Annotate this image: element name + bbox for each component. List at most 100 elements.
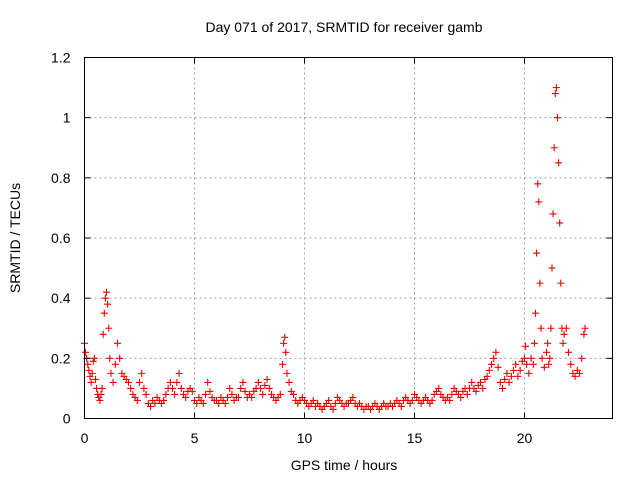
chart-title: Day 071 of 2017, SRMTID for receiver gam… bbox=[205, 19, 482, 35]
x-axis-title: GPS time / hours bbox=[291, 457, 398, 473]
data-point bbox=[534, 180, 542, 188]
data-point bbox=[239, 378, 247, 386]
y-tick-label: 1.2 bbox=[51, 50, 71, 66]
data-point bbox=[581, 324, 589, 332]
data-point bbox=[138, 369, 146, 377]
data-point bbox=[206, 387, 214, 395]
data-point bbox=[512, 360, 520, 368]
data-point bbox=[494, 363, 502, 371]
data-point bbox=[290, 390, 297, 398]
data-point bbox=[283, 369, 291, 377]
data-point bbox=[147, 402, 154, 410]
data-point bbox=[169, 384, 176, 392]
data-point bbox=[280, 339, 288, 347]
data-point bbox=[540, 363, 548, 371]
data-point bbox=[111, 360, 119, 368]
data-point bbox=[261, 381, 269, 389]
data-point bbox=[551, 90, 559, 98]
data-point bbox=[265, 384, 273, 392]
data-point bbox=[565, 348, 572, 356]
data-point bbox=[90, 354, 98, 362]
data-point bbox=[496, 378, 504, 386]
data-point bbox=[514, 372, 522, 380]
data-point bbox=[235, 393, 242, 401]
x-tick-label: 0 bbox=[81, 430, 89, 446]
data-point bbox=[485, 366, 493, 374]
data-point bbox=[549, 210, 557, 218]
data-point bbox=[536, 279, 544, 287]
data-point bbox=[548, 264, 556, 272]
data-point bbox=[282, 348, 290, 356]
data-point bbox=[468, 378, 476, 386]
data-point bbox=[448, 390, 456, 398]
data-point bbox=[435, 384, 443, 392]
data-point bbox=[98, 384, 106, 392]
data-point bbox=[188, 387, 196, 395]
data-point bbox=[204, 378, 212, 386]
axis-ticks: 0 5 10 15 20 0 0.2 0.4 0.6 0.8 1 1.2 bbox=[51, 50, 613, 446]
data-point bbox=[175, 369, 183, 377]
data-point bbox=[276, 390, 284, 398]
data-point bbox=[550, 144, 558, 152]
data-point bbox=[522, 342, 530, 350]
data-point bbox=[182, 393, 190, 401]
data-point bbox=[576, 369, 583, 377]
data-point bbox=[127, 384, 135, 392]
data-point bbox=[521, 354, 528, 362]
data-point bbox=[483, 372, 491, 380]
data-point bbox=[228, 390, 236, 398]
data-point bbox=[507, 372, 515, 380]
data-point bbox=[530, 339, 538, 347]
data-point bbox=[552, 84, 560, 92]
data-point bbox=[479, 384, 487, 392]
data-point bbox=[193, 399, 201, 407]
data-point bbox=[82, 348, 90, 356]
data-point bbox=[160, 396, 168, 404]
data-point bbox=[557, 279, 565, 287]
data-point bbox=[259, 390, 267, 398]
x-tick-label: 15 bbox=[407, 430, 423, 446]
data-point bbox=[554, 114, 561, 122]
data-point bbox=[162, 390, 170, 398]
data-point bbox=[97, 390, 105, 398]
data-point bbox=[125, 378, 132, 386]
data-point bbox=[562, 324, 570, 332]
x-tick-label: 10 bbox=[297, 430, 313, 446]
data-point bbox=[257, 384, 264, 392]
data-point bbox=[92, 375, 99, 383]
data-point bbox=[106, 354, 114, 362]
x-tick-label: 5 bbox=[191, 430, 199, 446]
data-point bbox=[248, 393, 256, 401]
data-point bbox=[88, 369, 96, 377]
data-point bbox=[105, 324, 113, 332]
data-point bbox=[545, 360, 553, 368]
data-point bbox=[136, 378, 143, 386]
data-point bbox=[428, 396, 436, 404]
data-point bbox=[492, 348, 500, 356]
data-point bbox=[463, 390, 471, 398]
data-point bbox=[446, 396, 454, 404]
data-point bbox=[527, 354, 535, 362]
data-point bbox=[349, 393, 357, 401]
data-point bbox=[503, 369, 511, 377]
data-point bbox=[237, 384, 245, 392]
y-tick-label: 0.8 bbox=[51, 170, 71, 186]
data-point bbox=[505, 378, 513, 386]
data-point bbox=[221, 399, 229, 407]
data-point bbox=[104, 300, 112, 308]
data-point bbox=[103, 288, 110, 296]
data-point bbox=[114, 339, 121, 347]
data-point bbox=[84, 360, 92, 368]
data-point bbox=[325, 396, 333, 404]
data-point bbox=[501, 375, 509, 383]
data-point bbox=[142, 390, 150, 398]
y-tick-label: 0.4 bbox=[51, 290, 71, 306]
data-point bbox=[331, 399, 339, 407]
data-point bbox=[101, 294, 109, 302]
y-tick-label: 0 bbox=[63, 411, 71, 427]
data-point bbox=[516, 366, 524, 374]
y-tick-label: 1 bbox=[63, 110, 71, 126]
data-point bbox=[199, 399, 207, 407]
data-point bbox=[488, 360, 495, 368]
data-points bbox=[81, 84, 589, 413]
